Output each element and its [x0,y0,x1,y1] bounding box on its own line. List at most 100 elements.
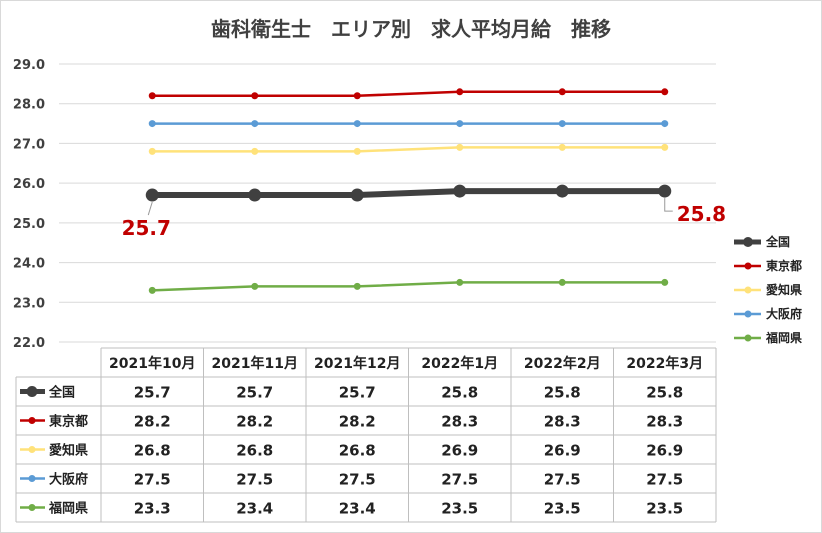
legend-marker [744,262,752,270]
y-tick-label: 28.0 [13,98,45,113]
data-point [456,143,464,151]
legend-label: 全国 [765,234,790,249]
data-point [453,184,467,198]
table-cell: 25.8 [544,384,581,402]
data-point [251,147,259,155]
legend-label: 大阪府 [766,306,802,321]
x-tick-label: 2022年2月 [524,355,601,372]
table-cell: 28.2 [236,413,273,431]
table-cell: 27.5 [646,471,683,489]
table-cell: 27.5 [236,471,273,489]
table-legend-marker [28,446,36,453]
x-tick-label: 2022年3月 [626,355,703,372]
table-cell: 26.8 [236,442,273,460]
table-cell: 25.7 [134,384,171,402]
data-point [148,286,156,294]
legend-marker [744,286,752,294]
legend-label: 愛知県 [766,282,802,297]
table-cell: 26.9 [441,442,478,460]
leader-line [147,201,153,216]
data-point [661,88,669,96]
table-row-label: 東京都 [49,414,88,430]
series-line-2 [151,146,666,153]
y-tick-label: 25.0 [13,217,45,232]
table-cell: 25.7 [339,384,376,402]
table-cell: 26.8 [339,442,376,460]
table-cell: 26.9 [544,442,581,460]
legend-marker [744,334,752,342]
data-point [456,88,464,96]
table-cell: 28.2 [134,413,171,431]
data-point [353,120,361,128]
table-cell: 23.5 [646,500,683,518]
table-cell: 23.3 [134,500,171,518]
legend-label: 福岡県 [765,330,802,345]
data-point [251,120,259,128]
chart-title: 歯科衛生士 エリア別 求人平均月給 推移 [211,17,611,41]
data-point [558,143,566,151]
x-tick-label: 2021年11月 [212,355,298,372]
data-point [555,184,569,198]
data-point [350,188,364,202]
table-row-label: 愛知県 [49,443,88,459]
table-cell: 28.3 [646,413,683,431]
data-label-start: 25.7 [122,216,171,240]
data-point [558,278,566,286]
table-legend-marker [28,475,36,482]
table-cell: 27.5 [339,471,376,489]
legend-marker [744,310,752,318]
data-point [661,278,669,286]
table-legend-marker [28,417,36,424]
leader-line [664,198,673,212]
data-point [251,282,259,290]
data-point [148,120,156,128]
y-tick-label: 23.0 [13,296,45,311]
y-tick-label: 26.0 [13,177,45,192]
legend-label: 東京都 [766,258,802,273]
series-line-4 [151,281,666,292]
y-tick-label: 27.0 [13,137,45,152]
table-legend-marker [28,504,36,511]
series-line-1 [151,90,666,98]
table-cell: 26.9 [646,442,683,460]
table-cell: 23.4 [339,500,376,518]
data-point [558,120,566,128]
data-point [251,92,259,100]
data-point [148,147,156,155]
table-cell: 25.8 [646,384,683,402]
data-label-end: 25.8 [677,202,726,226]
table-legend-marker [26,386,38,397]
legend-marker [743,237,753,247]
data-point [353,92,361,100]
table-cell: 23.5 [544,500,581,518]
table-cell: 27.5 [441,471,478,489]
data-point [148,92,156,100]
y-tick-label: 29.0 [13,58,45,73]
data-point [658,184,672,198]
table-cell: 25.8 [441,384,478,402]
table-cell: 23.4 [236,500,273,518]
series-line-0 [149,188,668,199]
y-tick-label: 22.0 [13,336,45,351]
data-point [661,143,669,151]
data-point [558,88,566,96]
x-tick-label: 2022年1月 [421,355,498,372]
data-point [353,147,361,155]
table-cell: 27.5 [134,471,171,489]
table-cell: 23.5 [441,500,478,518]
x-tick-label: 2021年10月 [109,355,195,372]
table-row-label: 福岡県 [48,501,88,517]
x-tick-label: 2021年12月 [314,355,400,372]
table-cell: 25.7 [236,384,273,402]
data-point [248,188,262,202]
data-point [456,278,464,286]
data-point [353,282,361,290]
table-row-label: 大阪府 [49,472,88,488]
table-cell: 28.3 [441,413,478,431]
data-point [661,120,669,128]
table-cell: 28.2 [339,413,376,431]
data-point [456,120,464,128]
data-point [145,188,159,202]
